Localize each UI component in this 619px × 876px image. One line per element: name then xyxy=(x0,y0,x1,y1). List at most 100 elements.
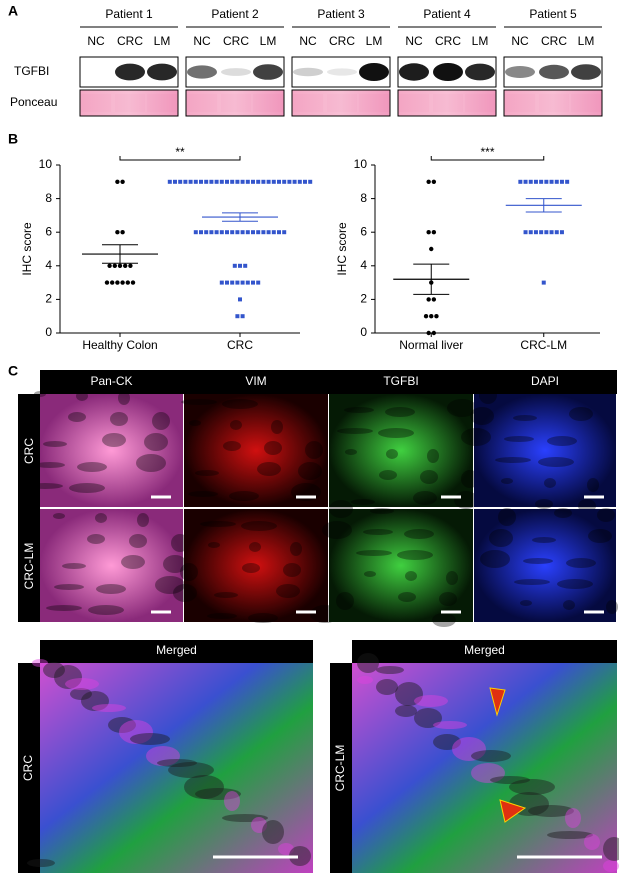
row-label: TGFBI xyxy=(14,64,49,78)
texture xyxy=(569,407,593,421)
texture xyxy=(446,571,458,585)
band xyxy=(221,68,251,76)
texture xyxy=(565,808,581,828)
data-point xyxy=(219,230,224,235)
data-point xyxy=(238,263,242,268)
micrograph xyxy=(474,509,616,622)
texture xyxy=(563,600,575,610)
data-point xyxy=(266,179,271,184)
texture xyxy=(357,676,373,684)
lane-label: CRC xyxy=(329,34,355,48)
data-point xyxy=(120,230,125,235)
data-point xyxy=(219,179,224,184)
texture xyxy=(119,720,153,744)
data-point xyxy=(277,230,281,235)
data-point xyxy=(549,179,554,184)
data-point xyxy=(214,179,219,184)
micrograph xyxy=(184,509,328,622)
data-point xyxy=(431,330,437,336)
data-point xyxy=(303,179,307,184)
texture xyxy=(566,558,596,568)
data-point xyxy=(238,297,242,302)
texture xyxy=(144,433,168,451)
row-label: CRC xyxy=(22,438,36,464)
data-point xyxy=(434,314,439,319)
texture xyxy=(290,542,302,556)
data-point xyxy=(232,263,237,268)
texture xyxy=(283,563,301,577)
texture xyxy=(528,805,574,817)
data-point xyxy=(167,179,172,184)
y-axis-label: IHC score xyxy=(20,222,34,276)
texture xyxy=(195,470,219,476)
data-point xyxy=(423,314,429,319)
blot-frame xyxy=(397,56,497,88)
lane-label: CRC xyxy=(435,34,461,48)
blot-frame xyxy=(503,56,603,88)
texture xyxy=(498,508,516,526)
texture xyxy=(214,592,238,598)
lane-label: NC xyxy=(405,34,423,48)
data-point xyxy=(188,179,193,184)
lane-label: LM xyxy=(472,34,489,48)
lane-label: NC xyxy=(511,34,529,48)
data-point xyxy=(559,230,564,235)
merged-image xyxy=(352,663,617,873)
texture xyxy=(208,542,220,548)
texture xyxy=(322,521,352,539)
lane-label: LM xyxy=(260,34,277,48)
y-tick-label: 8 xyxy=(360,191,367,205)
micrograph xyxy=(474,394,616,507)
texture xyxy=(337,428,373,434)
texture xyxy=(276,584,300,598)
data-point xyxy=(256,230,261,235)
texture xyxy=(363,529,393,535)
header-strip xyxy=(40,640,313,663)
panel-label: C xyxy=(8,363,18,379)
row-label: CRC-LM xyxy=(333,745,347,792)
texture xyxy=(278,843,294,855)
texture xyxy=(95,513,107,523)
texture xyxy=(480,550,510,568)
texture xyxy=(557,579,593,589)
texture xyxy=(264,441,282,455)
texture xyxy=(53,513,65,519)
texture xyxy=(489,529,513,547)
texture xyxy=(222,399,258,409)
significance: ** xyxy=(175,145,185,159)
data-point xyxy=(518,179,523,184)
band xyxy=(399,63,429,81)
texture xyxy=(70,688,92,700)
texture xyxy=(404,529,434,539)
texture xyxy=(471,750,511,762)
data-point xyxy=(533,179,538,184)
texture xyxy=(77,462,107,472)
band xyxy=(571,64,601,80)
band xyxy=(433,63,463,81)
texture xyxy=(439,592,457,606)
data-point xyxy=(120,179,125,184)
data-point xyxy=(240,230,245,235)
data-point xyxy=(235,179,240,184)
lane-label: NC xyxy=(193,34,211,48)
texture xyxy=(248,613,278,623)
texture xyxy=(414,708,442,728)
lane-label: CRC xyxy=(223,34,249,48)
data-point xyxy=(292,179,297,184)
row-label: CRC-LM xyxy=(22,543,36,590)
texture xyxy=(603,837,619,861)
texture xyxy=(251,817,267,833)
header-strip xyxy=(352,640,617,663)
row-strip xyxy=(18,394,40,622)
micrograph xyxy=(184,394,328,507)
data-point xyxy=(209,230,214,235)
panel-label: A xyxy=(8,3,18,19)
texture xyxy=(69,483,105,493)
texture xyxy=(88,605,124,615)
data-point xyxy=(426,179,431,184)
arrowhead xyxy=(499,799,527,823)
arrowhead xyxy=(489,687,506,717)
texture xyxy=(329,500,353,518)
texture xyxy=(471,763,505,783)
texture xyxy=(68,412,86,422)
